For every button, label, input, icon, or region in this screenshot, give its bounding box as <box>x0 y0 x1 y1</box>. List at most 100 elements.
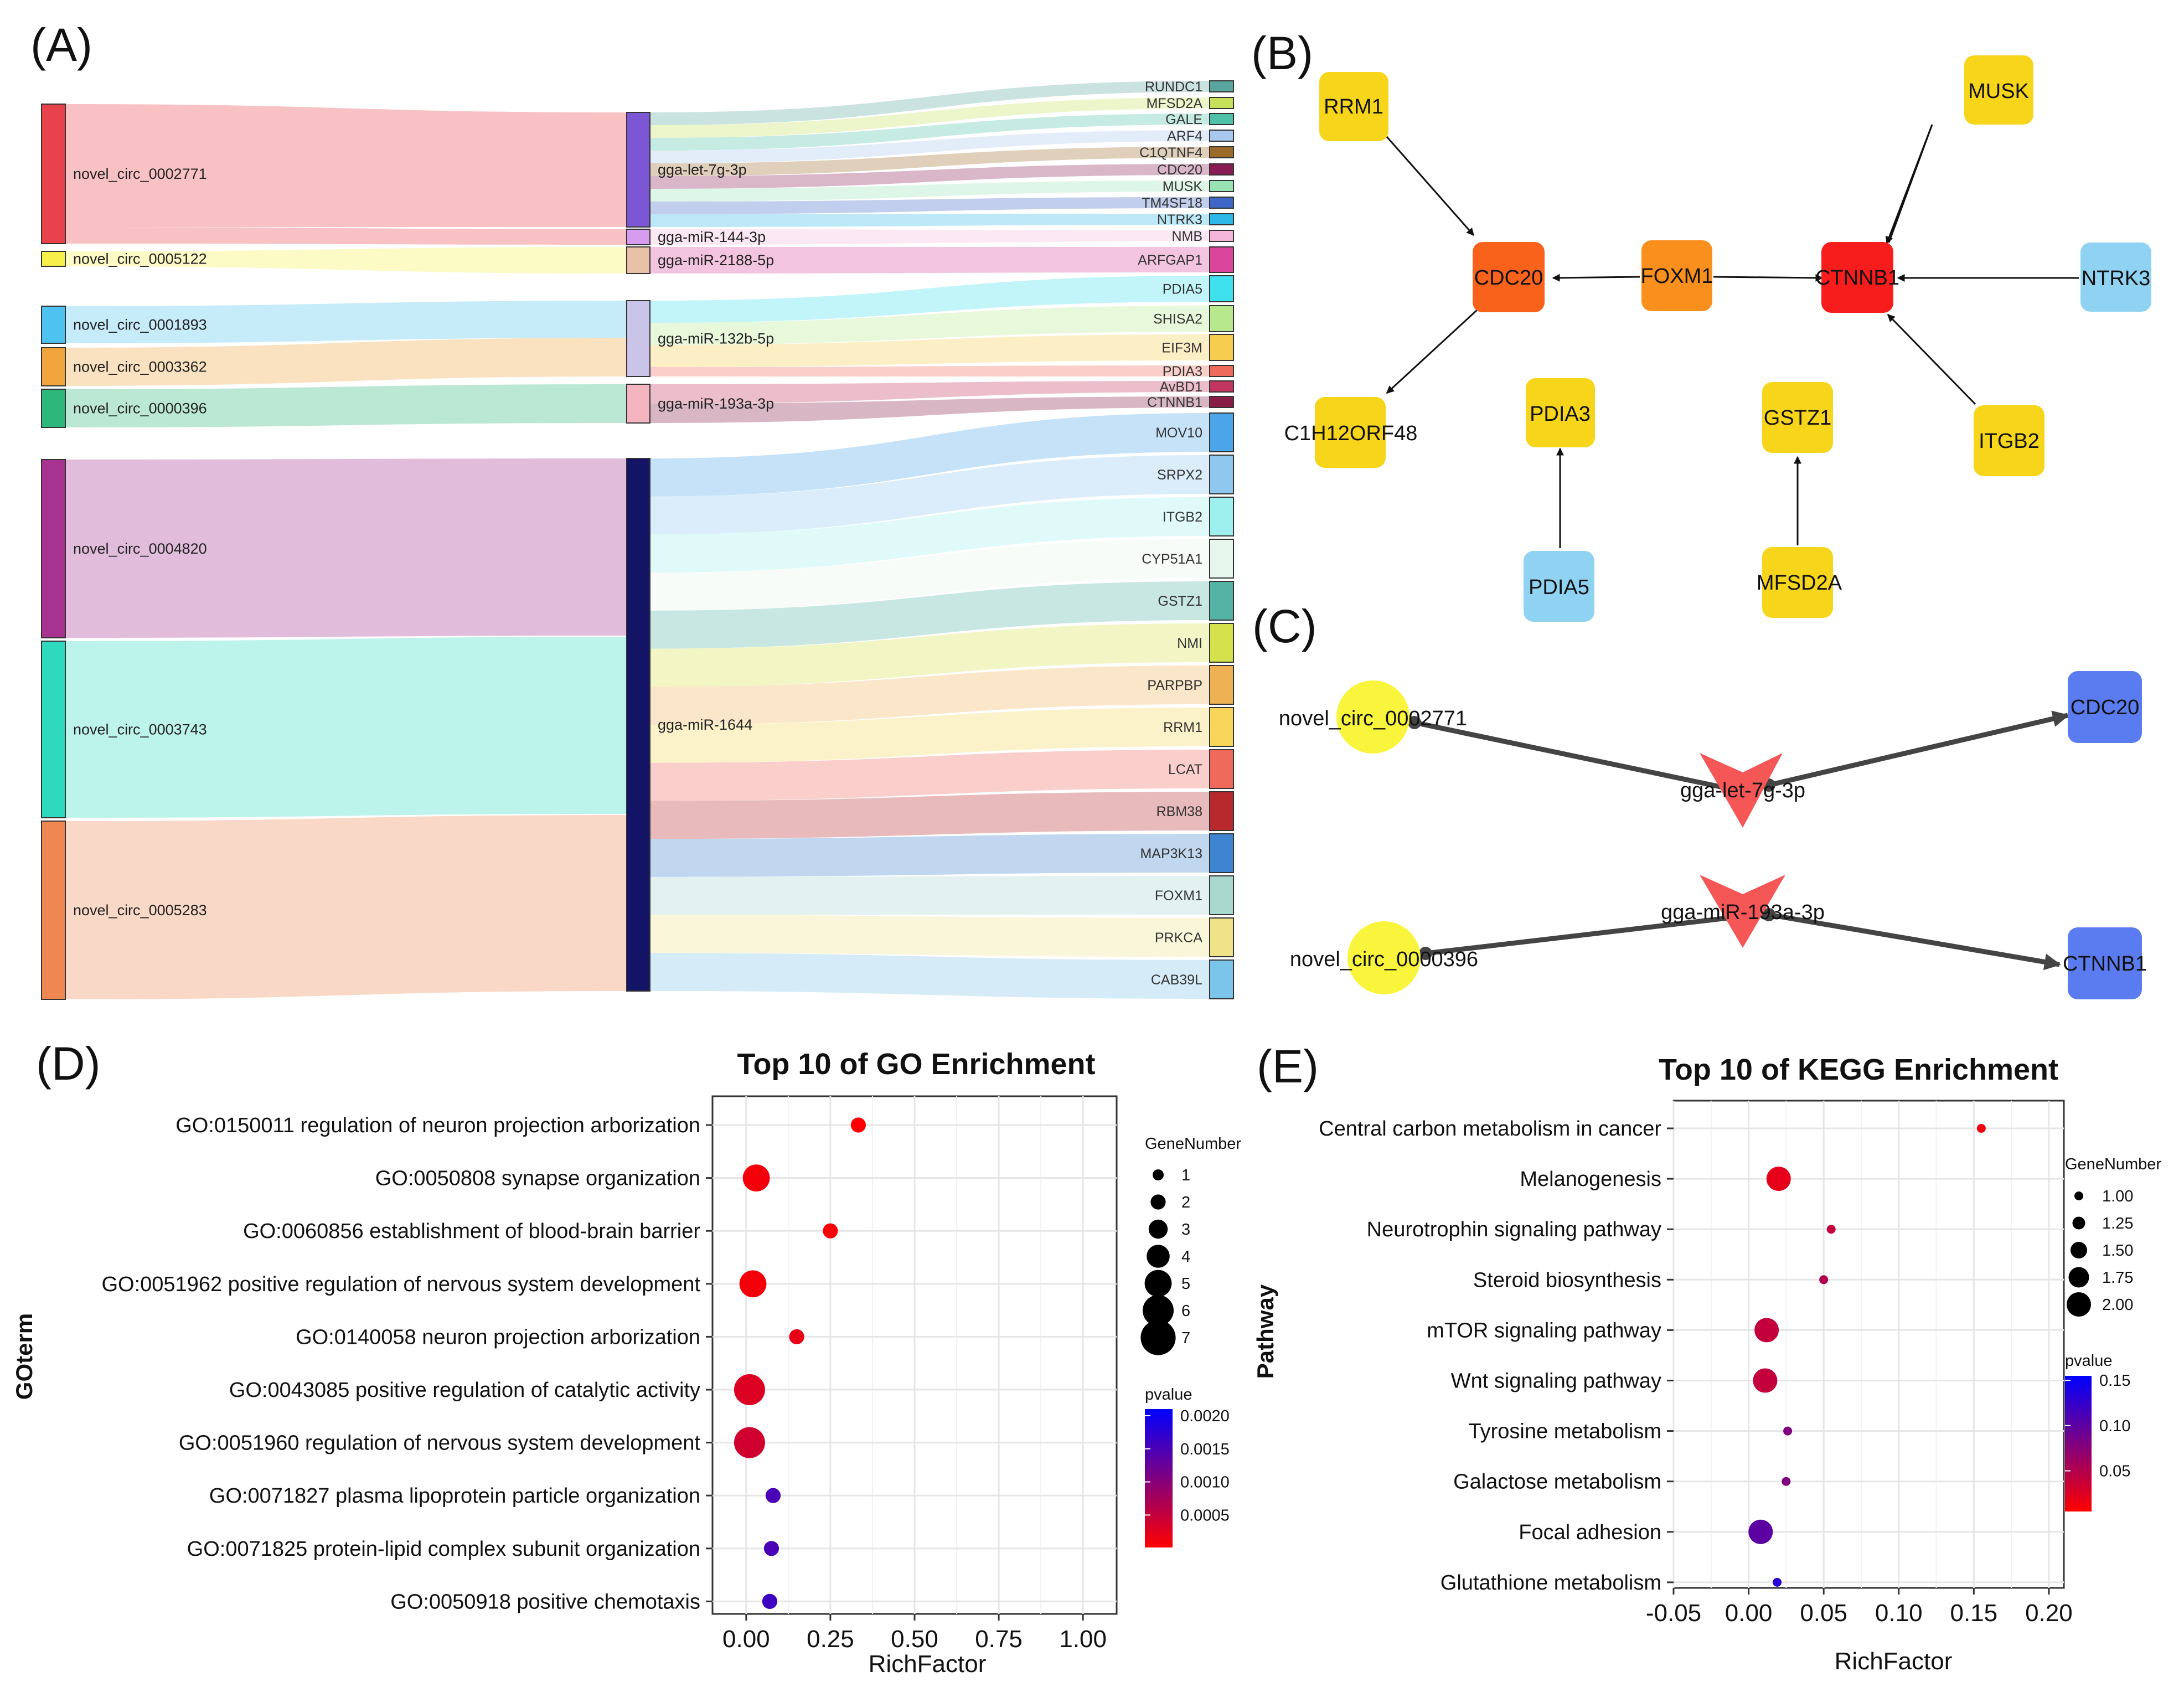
sankey-target-node-cdc20[interactable] <box>1209 163 1234 176</box>
sankey-target-node-arfgap1[interactable] <box>1209 246 1234 273</box>
data-point-04[interactable] <box>739 1270 767 1298</box>
sankey-mirna-node-2[interactable] <box>626 229 650 245</box>
sankey-mirna-node-4[interactable] <box>626 300 650 377</box>
sankey-link-target-prkca <box>650 915 1210 957</box>
y-tick-label: GO:0050918 positive chemotaxis <box>390 1590 700 1613</box>
node-gga-mir-193a-3p[interactable]: gga-miR-193a-3p <box>1661 875 1825 948</box>
sankey-target-node-pdia3[interactable] <box>1209 365 1234 377</box>
sankey-links <box>65 81 1210 999</box>
data-point-04[interactable] <box>1819 1275 1829 1284</box>
node-ctnnb1-c[interactable]: CTNNB1 <box>2063 927 2147 999</box>
sankey-target-node-arf4[interactable] <box>1209 130 1234 142</box>
sankey-mirna-node-1[interactable] <box>626 112 650 228</box>
sankey-target-node-parpbp[interactable] <box>1209 665 1234 705</box>
sankey-target-node-lcat[interactable] <box>1209 749 1234 789</box>
sankey-target-node-foxm1[interactable] <box>1209 875 1234 915</box>
node-ntrk3[interactable]: NTRK3 <box>2080 243 2151 312</box>
node-musk[interactable]: MUSK <box>1964 55 2033 125</box>
data-point-01[interactable] <box>1976 1124 1986 1133</box>
data-point-08[interactable] <box>1782 1477 1791 1486</box>
node-novel-circ-0002771[interactable]: novel_circ_0002771 <box>1279 680 1467 754</box>
sankey-target-node-ntrk3[interactable] <box>1209 213 1234 225</box>
sankey-link-source-1 <box>65 104 627 227</box>
node-foxm1[interactable]: FOXM1 <box>1641 240 1713 311</box>
panel-label-c: (C) <box>1252 600 1317 652</box>
sankey-source-node-1[interactable] <box>41 104 66 244</box>
sankey-target-node-pdia5[interactable] <box>1209 275 1234 302</box>
data-point-03[interactable] <box>1826 1225 1836 1234</box>
data-point-02[interactable] <box>742 1164 770 1192</box>
sankey-target-node-rundc1[interactable] <box>1209 80 1234 92</box>
node-gga-let-7g-3p[interactable]: gga-let-7g-3p <box>1680 753 1805 828</box>
edge-dot-3 <box>1419 947 1432 960</box>
sankey-target-node-eif3m[interactable] <box>1209 334 1234 361</box>
data-point-09[interactable] <box>763 1541 779 1556</box>
sankey-target-node-c1qtnf4[interactable] <box>1209 146 1234 158</box>
sankey-target-node-avbd1[interactable] <box>1209 380 1234 393</box>
sankey-source-node-3[interactable] <box>41 306 66 344</box>
sankey-source-node-4[interactable] <box>41 347 66 386</box>
node-c1h12orf48[interactable]: C1H12ORF48 <box>1284 397 1418 468</box>
node-pdia5[interactable]: PDIA5 <box>1524 551 1594 622</box>
data-point-03[interactable] <box>823 1223 838 1239</box>
sankey-link-target-foxm1 <box>650 876 1210 915</box>
sankey-source-node-7[interactable] <box>41 641 66 818</box>
node-cdc20[interactable]: CDC20 <box>1473 242 1545 312</box>
network-c-nodes: novel_circ_0002771 gga-let-7g-3p CDC20 n… <box>1279 671 2147 999</box>
data-point-07[interactable] <box>734 1427 765 1458</box>
sankey-source-node-5[interactable] <box>41 389 66 428</box>
sankey-target-node-shisa2[interactable] <box>1209 305 1234 332</box>
sankey-source-node-6[interactable] <box>41 459 66 638</box>
sankey-target-label: AvBD1 <box>1160 379 1202 395</box>
node-pdia3[interactable]: PDIA3 <box>1526 378 1595 447</box>
go-size-legend-title: GeneNumber <box>1145 1135 1241 1153</box>
node-novel-circ-0000396[interactable]: novel_circ_0000396 <box>1290 921 1478 994</box>
data-point-07[interactable] <box>1783 1426 1793 1436</box>
data-point-10[interactable] <box>1773 1577 1782 1587</box>
size-legend-dot <box>1140 1320 1176 1355</box>
sankey-mirna-node-3[interactable] <box>626 246 650 274</box>
data-point-08[interactable] <box>765 1488 781 1503</box>
sankey-mirna-node-6[interactable] <box>626 458 650 992</box>
y-tick-label: Galactose metabolism <box>1453 1471 1661 1494</box>
sankey-target-node-mov10[interactable] <box>1209 412 1234 452</box>
data-point-05[interactable] <box>789 1329 804 1344</box>
sankey-target-node-gstz1[interactable] <box>1209 581 1234 621</box>
data-point-02[interactable] <box>1766 1167 1791 1191</box>
data-point-01[interactable] <box>850 1117 866 1133</box>
sankey-target-node-map3k13[interactable] <box>1209 833 1234 873</box>
data-point-06[interactable] <box>734 1374 765 1405</box>
sankey-target-label: MOV10 <box>1155 425 1202 441</box>
sankey-target-node-cab39l[interactable] <box>1209 959 1234 999</box>
sankey-target-node-mfsd2a[interactable] <box>1209 97 1234 109</box>
sankey-source-label: novel_circ_0004820 <box>73 540 207 557</box>
sankey-target-node-rrm1[interactable] <box>1209 707 1234 747</box>
sankey-target-node-nmb[interactable] <box>1209 230 1234 242</box>
sankey-target-node-gale[interactable] <box>1209 113 1234 125</box>
sankey-source-node-2[interactable] <box>41 251 66 267</box>
sankey-mirna-node-5[interactable] <box>626 384 650 424</box>
size-legend-label: 1.25 <box>2102 1215 2133 1232</box>
sankey-target-node-musk[interactable] <box>1209 180 1234 192</box>
sankey-target-node-cyp51a1[interactable] <box>1209 539 1234 579</box>
data-point-06[interactable] <box>1753 1368 1778 1393</box>
data-point-05[interactable] <box>1754 1318 1779 1343</box>
node-cdc20-c[interactable]: CDC20 <box>2068 671 2142 743</box>
node-itgb2[interactable]: ITGB2 <box>1974 405 2044 476</box>
sankey-target-node-nmi[interactable] <box>1209 623 1234 663</box>
sankey-link-source-6 <box>65 384 627 427</box>
sankey-target-node-tm4sf18[interactable] <box>1209 197 1234 209</box>
data-point-10[interactable] <box>762 1593 778 1609</box>
node-rrm1[interactable]: RRM1 <box>1319 72 1388 141</box>
sankey-target-node-rbm38[interactable] <box>1209 791 1234 831</box>
data-point-09[interactable] <box>1748 1519 1773 1544</box>
sankey-target-node-ctnnb1[interactable] <box>1209 396 1234 408</box>
sankey-target-node-prkca[interactable] <box>1209 917 1234 957</box>
node-pdia5-label: PDIA5 <box>1529 576 1589 599</box>
sankey-target-node-srpx2[interactable] <box>1209 455 1234 494</box>
node-gstz1[interactable]: GSTZ1 <box>1762 382 1833 453</box>
sankey-source-node-8[interactable] <box>41 821 66 1000</box>
node-ctnnb1[interactable]: CTNNB1 <box>1815 242 1899 313</box>
node-mfsd2a[interactable]: MFSD2A <box>1757 547 1842 618</box>
sankey-target-node-itgb2[interactable] <box>1209 497 1234 536</box>
